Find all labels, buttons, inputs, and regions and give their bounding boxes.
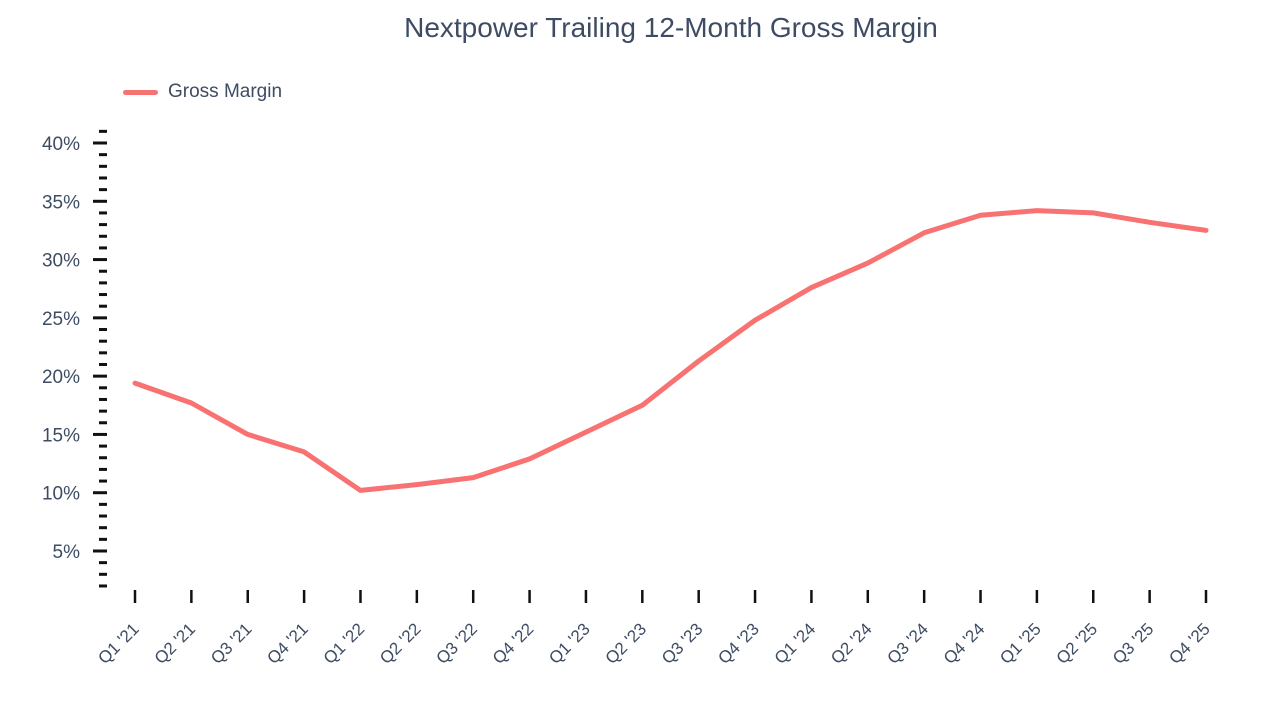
x-axis-label: Q1 '21 xyxy=(94,619,142,667)
gross-margin-line xyxy=(132,208,1209,493)
x-axis-label: Q4 '23 xyxy=(714,619,762,667)
x-axis-label: Q1 '23 xyxy=(545,619,593,667)
y-axis-label: 40% xyxy=(42,134,80,155)
y-axis-label: 15% xyxy=(42,425,80,446)
x-axis-label: Q3 '25 xyxy=(1109,619,1157,667)
x-axis-label: Q2 '23 xyxy=(602,619,650,667)
x-axis-label: Q4 '24 xyxy=(940,619,988,667)
x-axis-label: Q2 '22 xyxy=(376,619,424,667)
x-axis-label: Q1 '25 xyxy=(996,619,1044,667)
legend-label: Gross Margin xyxy=(168,81,283,102)
y-axis-label: 30% xyxy=(42,251,80,272)
x-axis-label: Q2 '25 xyxy=(1053,619,1101,667)
y-axis-label: 35% xyxy=(42,192,80,213)
x-axis-label: Q3 '24 xyxy=(884,619,932,667)
y-axis-label: 5% xyxy=(53,542,81,563)
y-axis-label: 10% xyxy=(42,484,80,505)
x-axis-label: Q1 '22 xyxy=(320,619,368,667)
legend-swatch-icon xyxy=(123,89,158,95)
y-axis-label: 20% xyxy=(42,367,80,388)
x-axis-label: Q4 '22 xyxy=(489,619,537,667)
x-axis-label: Q4 '21 xyxy=(263,619,311,667)
x-axis-label: Q2 '24 xyxy=(827,619,875,667)
x-axis-label: Q3 '22 xyxy=(433,619,481,667)
x-axis-label: Q3 '21 xyxy=(207,619,255,667)
x-axis-label: Q3 '23 xyxy=(658,619,706,667)
x-axis-label: Q4 '25 xyxy=(1165,619,1213,667)
x-axis-label: Q1 '24 xyxy=(771,619,819,667)
y-axis-label: 25% xyxy=(42,309,80,330)
legend: Gross Margin xyxy=(123,81,282,103)
x-axis-label: Q2 '21 xyxy=(151,619,199,667)
chart-title: Nextpower Trailing 12-Month Gross Margin xyxy=(404,12,938,43)
